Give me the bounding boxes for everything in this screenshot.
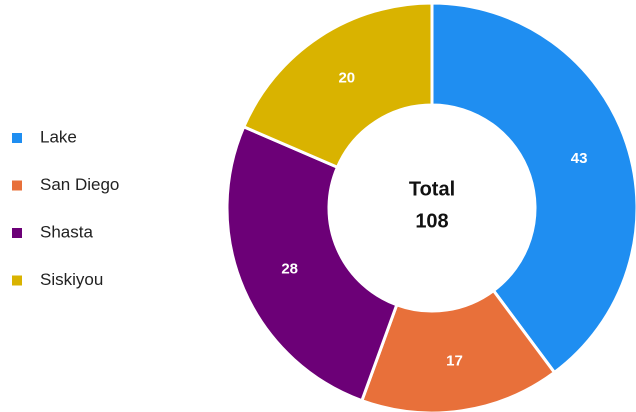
legend-label: Shasta	[40, 222, 93, 241]
donut-slice	[241, 1, 434, 170]
data-label: 17	[446, 352, 463, 369]
center-total: 108	[415, 210, 448, 232]
legend-swatch	[12, 275, 22, 286]
legend-swatch	[12, 180, 22, 191]
legend-label: San Diego	[40, 175, 119, 194]
donut-slice	[225, 124, 399, 403]
legend-swatch	[12, 228, 22, 238]
data-label: 28	[281, 260, 298, 277]
center-label: Total	[409, 178, 455, 200]
legend-swatch	[12, 133, 22, 143]
data-label: 43	[571, 150, 588, 167]
legend-label: Lake	[40, 127, 77, 146]
legend-label: Siskiyou	[40, 270, 103, 289]
data-label: 20	[338, 69, 355, 86]
donut-slice	[430, 1, 636, 375]
